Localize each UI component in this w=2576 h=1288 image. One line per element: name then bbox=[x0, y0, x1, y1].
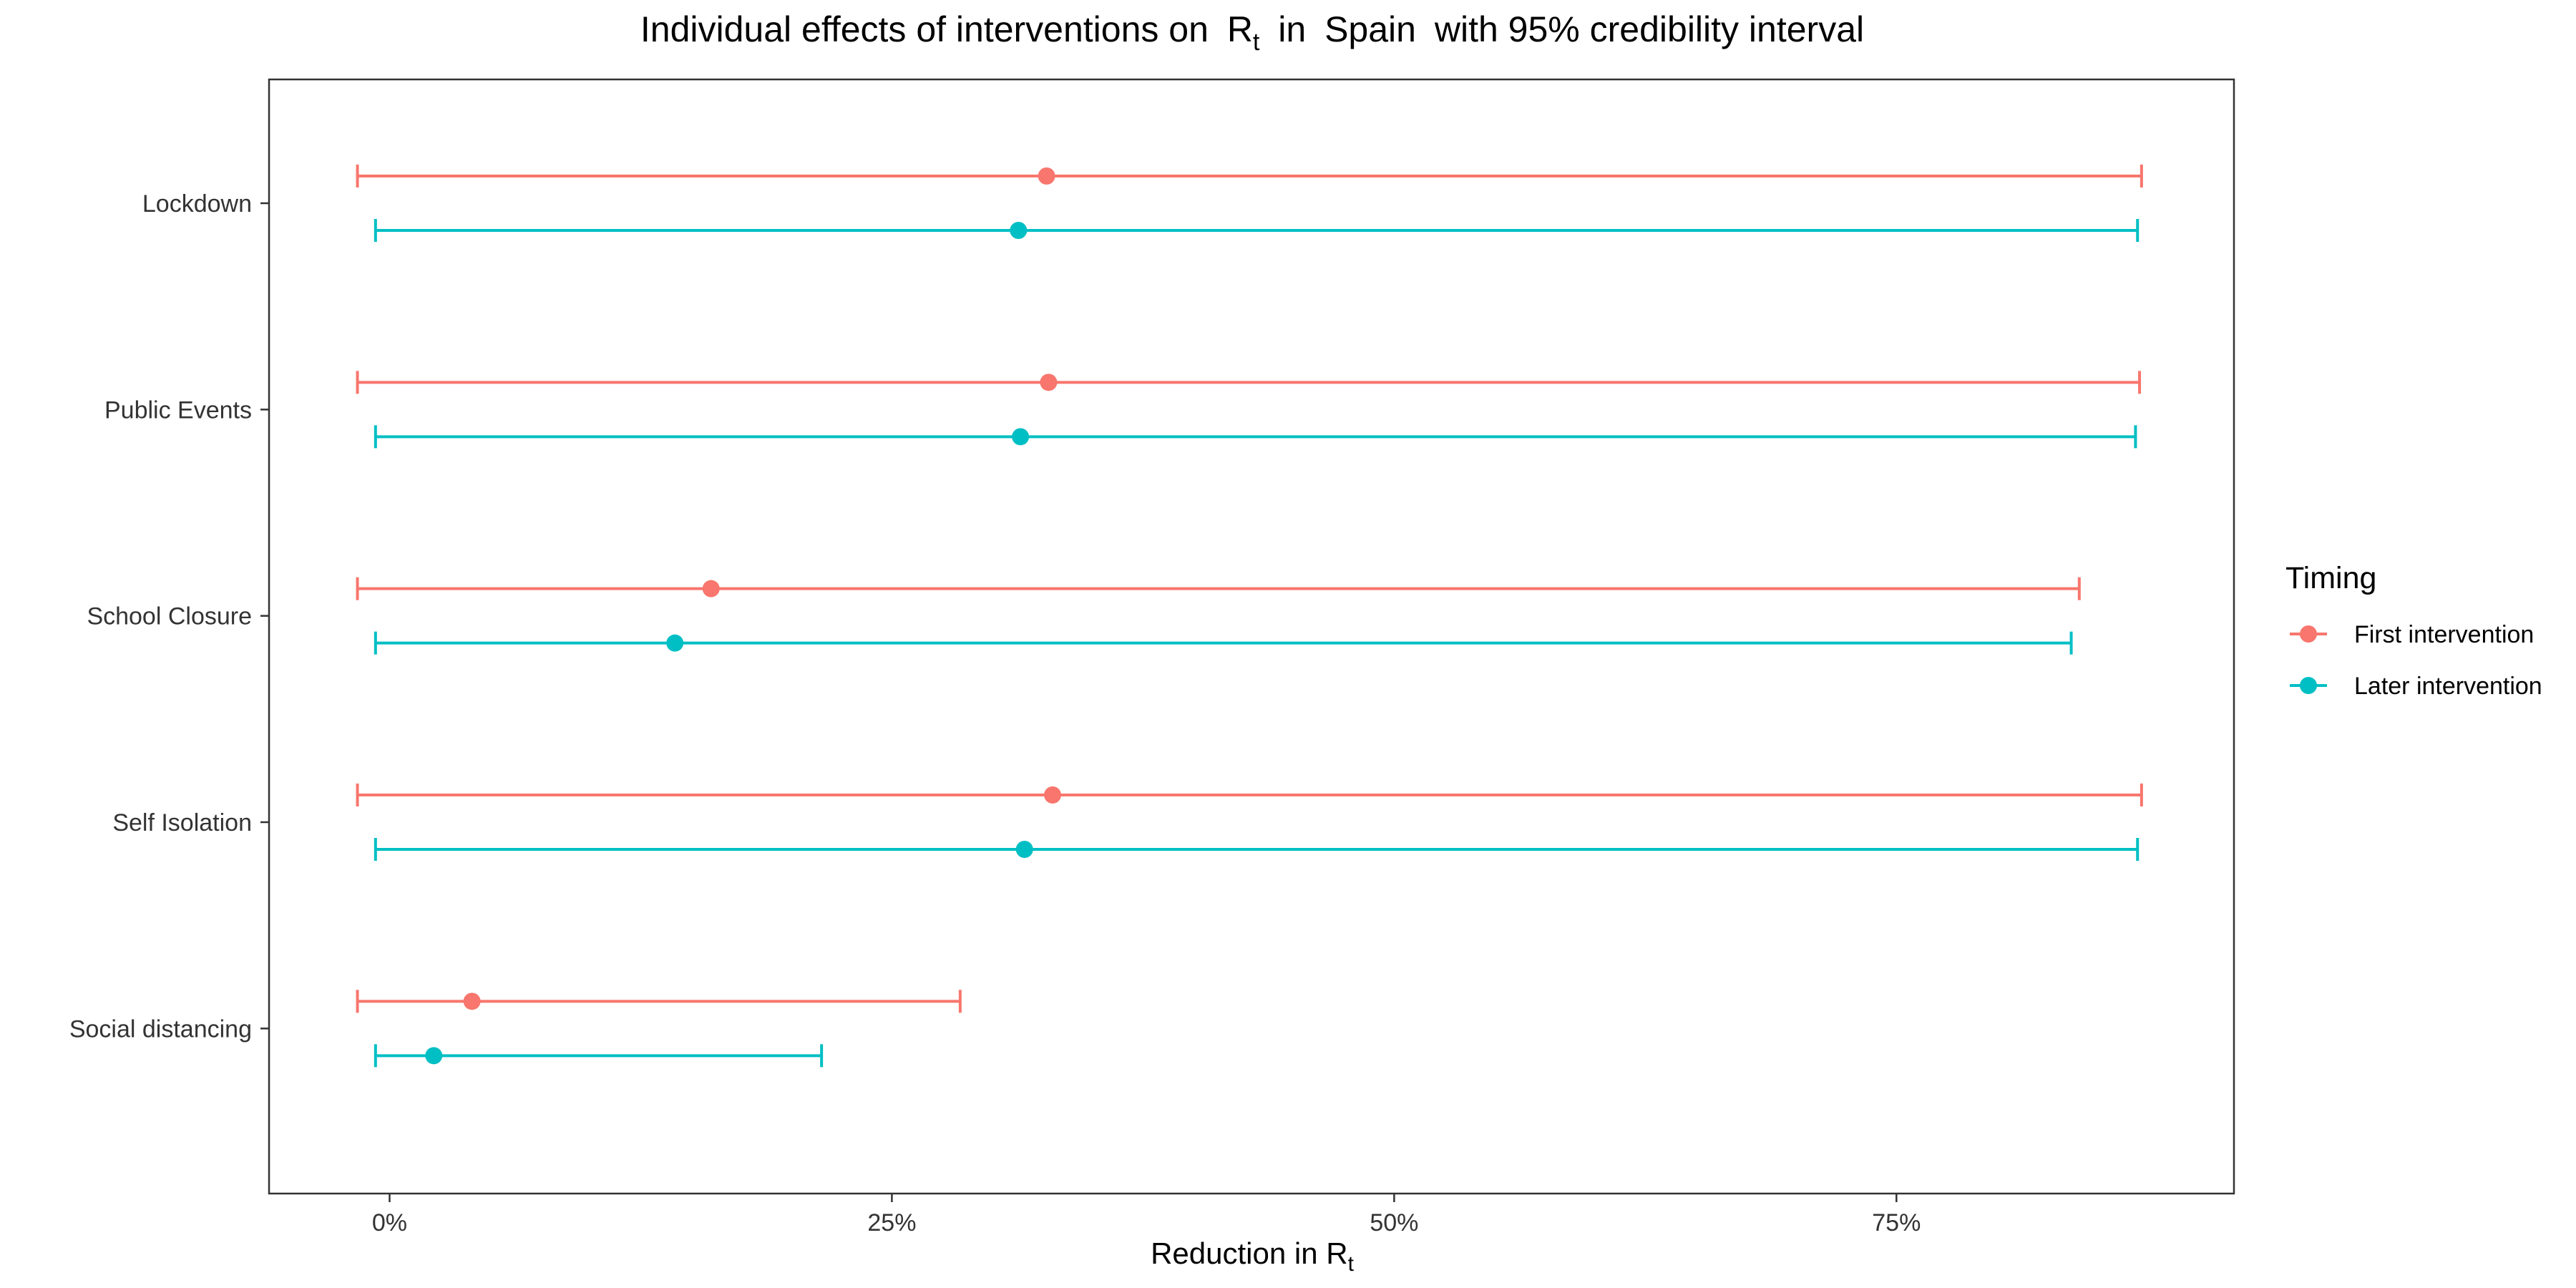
error-bar-first-intervention-social-distancing bbox=[356, 990, 962, 1013]
point-first-intervention-school-closure bbox=[702, 580, 720, 597]
point-first-intervention-social-distancing bbox=[463, 992, 481, 1010]
error-bar-later-intervention-social-distancing bbox=[374, 1044, 824, 1068]
y-tick-label-public-events: Public Events bbox=[104, 396, 252, 424]
error-bar-first-intervention-lockdown bbox=[356, 165, 2143, 187]
y-tick-label-self-isolation: Self Isolation bbox=[112, 809, 252, 836]
plot-panel bbox=[268, 78, 2235, 1195]
x-axis-label-subscript: t bbox=[1348, 1252, 1355, 1276]
legend-item-later-intervention: Later intervention bbox=[2290, 673, 2542, 700]
chart-title-suffix: with 95% credibility interval bbox=[1425, 9, 1864, 49]
legend-items: First intervention Later intervention bbox=[2290, 621, 2542, 700]
legend-title: Timing bbox=[2285, 561, 2376, 595]
y-tick-label-social-distancing: Social distancing bbox=[69, 1015, 252, 1043]
error-bar-later-intervention-public-events bbox=[374, 425, 2137, 449]
legend-key-point-first-intervention bbox=[2300, 625, 2317, 643]
legend: Timing First intervention Later intervent… bbox=[2285, 561, 2542, 700]
x-axis-label-text: Reduction in bbox=[1151, 1236, 1326, 1270]
point-later-intervention-lockdown bbox=[1010, 222, 1028, 239]
error-bar-first-intervention-public-events bbox=[356, 371, 2142, 394]
x-tick-label-0: 0% bbox=[372, 1209, 407, 1236]
point-later-intervention-public-events bbox=[1012, 428, 1030, 446]
point-later-intervention-self-isolation bbox=[1015, 841, 1033, 858]
chart-title-prefix: Individual effects of interventions on bbox=[640, 9, 1219, 49]
error-bar-later-intervention-self-isolation bbox=[374, 838, 2140, 861]
x-axis: 0% 25% 50% 75% bbox=[372, 1194, 1921, 1236]
x-axis-label-symbol: R bbox=[1326, 1236, 1347, 1270]
x-axis-label: Reduction in Rt bbox=[1151, 1236, 1355, 1276]
chart-title-country: Spain bbox=[1324, 9, 1416, 49]
x-tick-label-50: 50% bbox=[1370, 1209, 1418, 1236]
y-tick-label-school-closure: School Closure bbox=[87, 603, 252, 630]
point-first-intervention-lockdown bbox=[1038, 167, 1055, 185]
chart-title-symbol: R bbox=[1227, 9, 1253, 49]
x-tick-label-25: 25% bbox=[867, 1209, 916, 1236]
y-tick-label-lockdown: Lockdown bbox=[142, 190, 252, 218]
error-bar-first-intervention-self-isolation bbox=[356, 784, 2143, 806]
series-layer bbox=[356, 165, 2143, 1068]
legend-label-first-intervention: First intervention bbox=[2354, 621, 2534, 648]
point-first-intervention-public-events bbox=[1040, 374, 1058, 391]
chart-title-middle: in bbox=[1268, 9, 1316, 49]
point-later-intervention-social-distancing bbox=[425, 1047, 443, 1065]
legend-key-point-later-intervention bbox=[2300, 677, 2317, 694]
y-axis: Lockdown Public Events School Closure Self … bbox=[69, 190, 269, 1043]
legend-item-first-intervention: First intervention bbox=[2290, 621, 2534, 648]
error-bar-later-intervention-school-closure bbox=[374, 631, 2073, 655]
error-bar-later-intervention-lockdown bbox=[374, 219, 2140, 242]
x-tick-label-75: 75% bbox=[1872, 1209, 1921, 1236]
chart-title-subscript: t bbox=[1253, 29, 1260, 56]
chart-title: Individual effects of interventions on R… bbox=[640, 9, 1864, 56]
point-later-intervention-school-closure bbox=[666, 634, 684, 652]
error-bar-first-intervention-school-closure bbox=[356, 577, 2081, 600]
legend-label-later-intervention: Later intervention bbox=[2354, 673, 2542, 700]
point-first-intervention-self-isolation bbox=[1044, 786, 1062, 804]
